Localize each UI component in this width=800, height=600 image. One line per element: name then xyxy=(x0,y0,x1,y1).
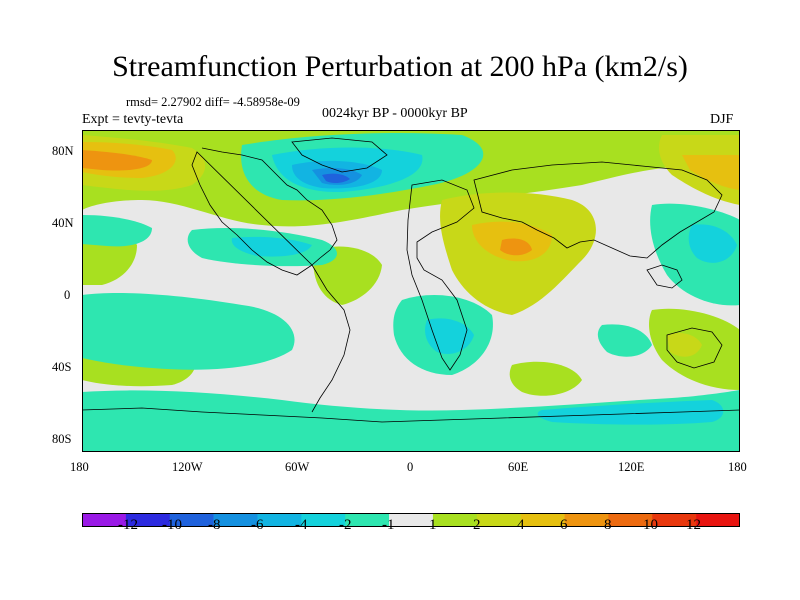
colorbar-swatch xyxy=(82,513,127,527)
colorbar-label-p4: 4 xyxy=(517,517,525,533)
colorbar-label-p2: 2 xyxy=(473,517,481,533)
colorbar-label-p6: 6 xyxy=(560,517,568,533)
streamfunction-map xyxy=(82,130,740,452)
chart-title: Streamfunction Perturbation at 200 hPa (… xyxy=(112,50,688,83)
colorbar-swatch xyxy=(389,513,434,527)
colorbar-label-m6: -6 xyxy=(251,517,264,533)
lon-label-120w: 120W xyxy=(172,460,203,474)
colorbar xyxy=(82,513,740,527)
stats-line: rmsd= 2.27902 diff= -4.58958e-09 xyxy=(126,95,300,109)
colorbar-label-p12: 12 xyxy=(686,517,701,533)
colorbar-label-p1: 1 xyxy=(429,517,437,533)
lat-label-eq: 0 xyxy=(64,288,71,302)
colorbar-swatch xyxy=(432,513,478,527)
colorbar-swatch xyxy=(476,513,521,527)
colorbar-label-m10: -10 xyxy=(162,517,182,533)
lon-label-180w: 180 xyxy=(70,460,89,474)
lon-label-60w: 60W xyxy=(285,460,310,474)
colorbar-swatch xyxy=(125,513,171,527)
lon-label-0: 0 xyxy=(407,460,414,474)
colorbar-label-m2: -2 xyxy=(339,517,352,533)
colorbar-swatch xyxy=(169,513,214,527)
colorbar-swatch xyxy=(520,513,565,527)
colorbar-swatch xyxy=(345,513,390,527)
colorbar-swatch xyxy=(257,513,302,527)
experiment-label: Expt = tevty-tevta xyxy=(82,112,184,127)
lat-label-40s: 40S xyxy=(52,360,72,374)
colorbar-swatch xyxy=(608,513,653,527)
lat-label-80n: 80N xyxy=(52,144,74,158)
lon-label-120e: 120E xyxy=(618,460,645,474)
colorbar-swatch xyxy=(696,513,740,527)
season-label: DJF xyxy=(710,112,734,127)
colorbar-swatch xyxy=(213,513,258,527)
period-label: 0024kyr BP - 0000kyr BP xyxy=(322,106,468,121)
colorbar-label-m12: -12 xyxy=(118,517,138,533)
colorbar-swatch xyxy=(564,513,609,527)
map-frame xyxy=(82,130,740,452)
colorbar-label-m1: -1 xyxy=(382,517,395,533)
coastlines xyxy=(82,137,740,423)
colorbar-label-p10: 10 xyxy=(643,517,658,533)
lon-label-60e: 60E xyxy=(508,460,529,474)
colorbar-swatch xyxy=(652,513,697,527)
lat-label-80s: 80S xyxy=(52,432,72,446)
colorbar-label-p8: 8 xyxy=(604,517,612,533)
colorbar-swatch xyxy=(301,513,346,527)
lon-label-180e: 180 xyxy=(728,460,747,474)
lat-label-40n: 40N xyxy=(52,216,74,230)
colorbar-frame xyxy=(82,513,740,527)
colorbar-label-m8: -8 xyxy=(208,517,221,533)
colorbar-label-m4: -4 xyxy=(295,517,308,533)
